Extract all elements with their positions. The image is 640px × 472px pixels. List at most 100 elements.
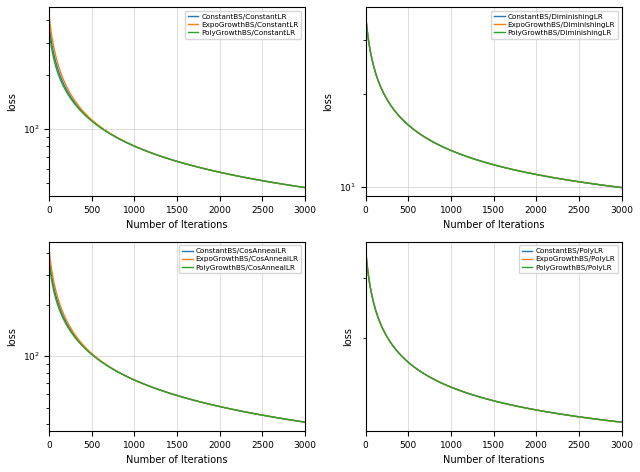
- ExpoGrowthBS/ConstantLR: [158, 154, 166, 160]
- ConstantBS/DiminishingLR: [362, 13, 369, 19]
- PolyGrowthBS/PolyLR: [362, 248, 369, 254]
- ConstantBS/ConstantLR: [221, 170, 228, 176]
- ExpoGrowthBS/CosAnnealLR: [250, 411, 257, 416]
- Line: ConstantBS/DiminishingLR: ConstantBS/DiminishingLR: [365, 16, 621, 187]
- PolyGrowthBS/CosAnnealLR: [148, 385, 156, 390]
- ConstantBS/PolyLR: [475, 394, 483, 399]
- ConstantBS/CosAnnealLR: [158, 388, 166, 394]
- ExpoGrowthBS/ConstantLR: [250, 176, 257, 182]
- ExpoGrowthBS/DiminishingLR: [475, 158, 483, 163]
- ExpoGrowthBS/PolyLR: [566, 413, 573, 418]
- ConstantBS/PolyLR: [561, 412, 569, 418]
- PolyGrowthBS/DiminishingLR: [388, 104, 396, 110]
- ExpoGrowthBS/PolyLR: [388, 341, 396, 347]
- PolyGrowthBS/ConstantLR: [250, 176, 257, 182]
- PolyGrowthBS/DiminishingLR: [561, 177, 569, 183]
- ExpoGrowthBS/ConstantLR: [221, 170, 228, 176]
- PolyGrowthBS/DiminishingLR: [618, 185, 625, 190]
- PolyGrowthBS/CosAnnealLR: [221, 405, 228, 411]
- Y-axis label: loss: loss: [342, 327, 353, 346]
- ConstantBS/CosAnnealLR: [72, 334, 79, 339]
- ExpoGrowthBS/CosAnnealLR: [245, 410, 253, 415]
- PolyGrowthBS/CosAnnealLR: [72, 335, 79, 341]
- ConstantBS/DiminishingLR: [561, 177, 569, 183]
- Line: ExpoGrowthBS/PolyLR: ExpoGrowthBS/PolyLR: [365, 250, 621, 422]
- ConstantBS/ConstantLR: [301, 185, 309, 190]
- ExpoGrowthBS/ConstantLR: [148, 151, 156, 156]
- Legend: ConstantBS/PolyLR, ExpoGrowthBS/PolyLR, PolyGrowthBS/PolyLR: ConstantBS/PolyLR, ExpoGrowthBS/PolyLR, …: [518, 245, 618, 273]
- PolyGrowthBS/CosAnnealLR: [45, 260, 53, 265]
- ExpoGrowthBS/ConstantLR: [45, 13, 53, 18]
- ConstantBS/CosAnnealLR: [250, 411, 257, 416]
- PolyGrowthBS/PolyLR: [566, 413, 573, 418]
- PolyGrowthBS/ConstantLR: [158, 154, 166, 160]
- ExpoGrowthBS/PolyLR: [465, 391, 473, 396]
- ExpoGrowthBS/CosAnnealLR: [45, 247, 53, 253]
- ConstantBS/DiminishingLR: [388, 104, 396, 110]
- ExpoGrowthBS/ConstantLR: [72, 99, 79, 104]
- PolyGrowthBS/DiminishingLR: [465, 154, 473, 160]
- ConstantBS/DiminishingLR: [618, 185, 625, 190]
- PolyGrowthBS/ConstantLR: [301, 185, 309, 190]
- ExpoGrowthBS/PolyLR: [618, 419, 625, 425]
- Line: ConstantBS/PolyLR: ConstantBS/PolyLR: [365, 251, 621, 422]
- PolyGrowthBS/PolyLR: [561, 412, 569, 418]
- ExpoGrowthBS/DiminishingLR: [538, 173, 545, 178]
- PolyGrowthBS/DiminishingLR: [362, 14, 369, 19]
- ExpoGrowthBS/DiminishingLR: [618, 185, 625, 190]
- ConstantBS/CosAnnealLR: [221, 405, 228, 411]
- ConstantBS/ConstantLR: [158, 154, 166, 160]
- Line: ConstantBS/ConstantLR: ConstantBS/ConstantLR: [49, 25, 305, 187]
- ConstantBS/ConstantLR: [250, 176, 257, 182]
- PolyGrowthBS/PolyLR: [388, 342, 396, 347]
- ExpoGrowthBS/DiminishingLR: [561, 177, 569, 183]
- PolyGrowthBS/ConstantLR: [148, 151, 156, 156]
- ConstantBS/DiminishingLR: [475, 158, 483, 163]
- Y-axis label: loss: loss: [323, 92, 333, 111]
- ConstantBS/PolyLR: [538, 408, 545, 414]
- ConstantBS/PolyLR: [465, 391, 473, 396]
- ExpoGrowthBS/DiminishingLR: [362, 13, 369, 18]
- PolyGrowthBS/PolyLR: [475, 394, 483, 399]
- Line: ExpoGrowthBS/ConstantLR: ExpoGrowthBS/ConstantLR: [49, 16, 305, 187]
- ExpoGrowthBS/DiminishingLR: [465, 154, 473, 160]
- ConstantBS/PolyLR: [566, 413, 573, 418]
- Y-axis label: loss: loss: [7, 327, 17, 346]
- Line: PolyGrowthBS/ConstantLR: PolyGrowthBS/ConstantLR: [49, 31, 305, 187]
- ConstantBS/CosAnnealLR: [245, 410, 253, 415]
- ExpoGrowthBS/ConstantLR: [301, 185, 309, 190]
- PolyGrowthBS/ConstantLR: [72, 102, 79, 108]
- PolyGrowthBS/ConstantLR: [45, 28, 53, 34]
- Line: ExpoGrowthBS/CosAnnealLR: ExpoGrowthBS/CosAnnealLR: [49, 250, 305, 422]
- PolyGrowthBS/DiminishingLR: [475, 158, 483, 163]
- ExpoGrowthBS/CosAnnealLR: [221, 405, 228, 411]
- ExpoGrowthBS/CosAnnealLR: [301, 419, 309, 425]
- Legend: ConstantBS/DiminishingLR, ExpoGrowthBS/DiminishingLR, PolyGrowthBS/DiminishingLR: ConstantBS/DiminishingLR, ExpoGrowthBS/D…: [491, 10, 618, 39]
- Line: ConstantBS/CosAnnealLR: ConstantBS/CosAnnealLR: [49, 257, 305, 422]
- ConstantBS/PolyLR: [362, 248, 369, 253]
- ExpoGrowthBS/CosAnnealLR: [148, 385, 156, 390]
- X-axis label: Number of Iterations: Number of Iterations: [126, 455, 228, 465]
- ConstantBS/CosAnnealLR: [45, 254, 53, 260]
- PolyGrowthBS/PolyLR: [618, 419, 625, 425]
- ConstantBS/ConstantLR: [45, 22, 53, 27]
- ExpoGrowthBS/CosAnnealLR: [72, 332, 79, 338]
- Line: PolyGrowthBS/PolyLR: PolyGrowthBS/PolyLR: [365, 251, 621, 422]
- ExpoGrowthBS/PolyLR: [538, 408, 545, 414]
- Legend: ConstantBS/ConstantLR, ExpoGrowthBS/ConstantLR, PolyGrowthBS/ConstantLR: ConstantBS/ConstantLR, ExpoGrowthBS/Cons…: [184, 10, 301, 39]
- ConstantBS/PolyLR: [388, 342, 396, 347]
- X-axis label: Number of Iterations: Number of Iterations: [443, 455, 545, 465]
- PolyGrowthBS/ConstantLR: [221, 170, 228, 176]
- ConstantBS/DiminishingLR: [538, 173, 545, 178]
- ConstantBS/DiminishingLR: [566, 177, 573, 183]
- PolyGrowthBS/CosAnnealLR: [250, 411, 257, 416]
- ConstantBS/ConstantLR: [148, 151, 156, 156]
- ConstantBS/CosAnnealLR: [301, 419, 309, 425]
- Line: PolyGrowthBS/CosAnnealLR: PolyGrowthBS/CosAnnealLR: [49, 262, 305, 422]
- Legend: ConstantBS/CosAnnealLR, ExpoGrowthBS/CosAnnealLR, PolyGrowthBS/CosAnnealLR: ConstantBS/CosAnnealLR, ExpoGrowthBS/Cos…: [179, 245, 301, 273]
- ExpoGrowthBS/PolyLR: [475, 394, 483, 399]
- ExpoGrowthBS/ConstantLR: [245, 176, 253, 181]
- Line: ExpoGrowthBS/DiminishingLR: ExpoGrowthBS/DiminishingLR: [365, 16, 621, 187]
- PolyGrowthBS/ConstantLR: [245, 176, 253, 181]
- Line: PolyGrowthBS/DiminishingLR: PolyGrowthBS/DiminishingLR: [365, 17, 621, 187]
